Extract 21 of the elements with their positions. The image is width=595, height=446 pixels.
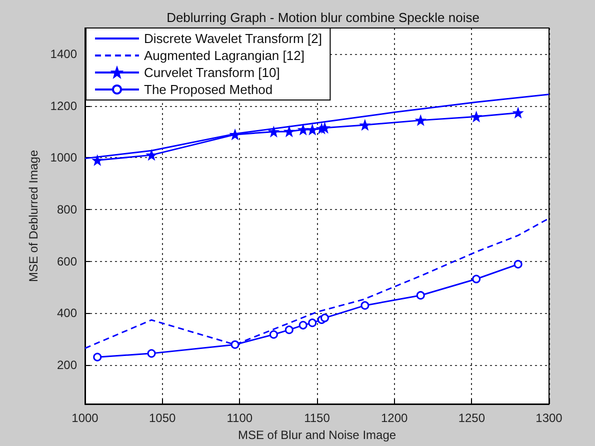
x-tick-label: 1000 — [72, 411, 99, 425]
legend-label: Curvelet Transform [10] — [144, 65, 280, 80]
legend-label: Augmented Lagrangian [12] — [144, 48, 304, 63]
x-tick-label: 1250 — [458, 411, 486, 425]
x-tick-label: 1100 — [226, 411, 253, 425]
chart-title: Deblurring Graph - Motion blur combine Speckle noise — [166, 10, 480, 25]
y-tick-label: 400 — [56, 306, 78, 320]
x-tick-label: 1150 — [304, 411, 330, 425]
y-tick-label: 1200 — [50, 98, 78, 113]
x-tick-label: 1050 — [148, 411, 176, 425]
x-tick-label: 1200 — [380, 411, 408, 425]
x-axis-title: MSE of Blur and Noise Image — [238, 428, 396, 442]
y-tick-label: 1400 — [50, 46, 78, 61]
legend-label: The Proposed Method — [144, 82, 273, 97]
y-tick-label: 600 — [56, 254, 78, 268]
y-tick-label: 800 — [56, 202, 78, 217]
y-axis-title: MSE of Deblurred Image — [26, 150, 40, 282]
legend-label: Discrete Wavelet Transform [2] — [144, 31, 322, 46]
y-tick-label: 200 — [56, 358, 78, 372]
x-tick-label: 1300 — [536, 411, 563, 425]
y-tick-label: 1000 — [50, 150, 78, 165]
